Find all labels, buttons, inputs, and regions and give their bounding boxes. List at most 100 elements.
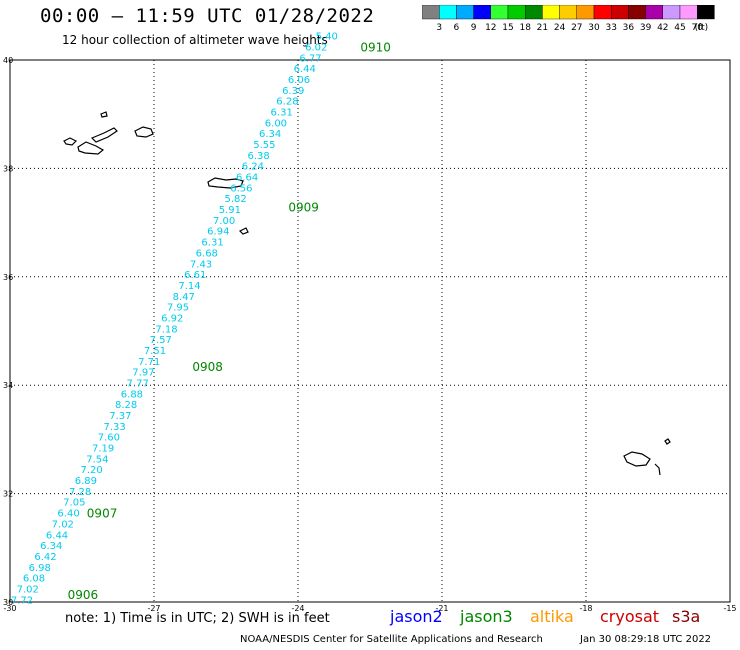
swh-value: 7.57 xyxy=(150,335,172,346)
colorbar-label: 24 xyxy=(554,23,566,33)
swh-value: 7.00 xyxy=(213,216,235,227)
swh-value: 6.77 xyxy=(299,53,321,64)
satellite-name: s3a xyxy=(672,607,701,626)
swh-value: 5.40 xyxy=(316,32,338,43)
swh-value: 7.71 xyxy=(138,357,160,368)
y-tick-label: 40 xyxy=(3,56,13,65)
colorbar-label: 70 xyxy=(691,23,703,33)
map-frame xyxy=(9,59,731,603)
colorbar-label: 3 xyxy=(436,23,442,33)
swh-value: 6.39 xyxy=(282,86,304,97)
colorbar-label: 6 xyxy=(454,23,460,33)
color-legend: 3 6 9 12 15 18 21 24 27 30 33 36 39 42 45 70(ft) xyxy=(422,5,715,33)
swh-value: 7.28 xyxy=(69,487,91,498)
island-outline xyxy=(664,438,671,445)
colorbar-swatch xyxy=(697,5,715,20)
swh-value: 7.02 xyxy=(52,519,74,530)
swh-value: 7.72 xyxy=(11,595,33,606)
y-tick-label: 32 xyxy=(3,490,13,499)
x-tick-label: -27 xyxy=(147,604,160,613)
swh-value: 5.82 xyxy=(224,194,246,205)
swh-value: 7.33 xyxy=(104,422,126,433)
x-tick-label: -24 xyxy=(291,604,304,613)
y-tick-label: 36 xyxy=(3,273,13,282)
swh-value: 6.31 xyxy=(201,238,223,249)
swh-value: 7.43 xyxy=(190,259,212,270)
swh-value: 7.95 xyxy=(167,303,189,314)
swh-value: 7.02 xyxy=(17,584,39,595)
swh-value: 6.61 xyxy=(184,270,206,281)
island-outline xyxy=(654,463,661,476)
colorbar-label: 21 xyxy=(537,23,548,33)
swh-value: 5.55 xyxy=(253,140,275,151)
island-outline xyxy=(90,127,118,143)
footnote: note: 1) Time is in UTC; 2) SWH is in fe… xyxy=(65,611,330,626)
y-tick-label: 38 xyxy=(3,164,13,173)
swh-value: 6.44 xyxy=(46,530,68,541)
swh-value: 6.42 xyxy=(34,552,56,563)
island-outline xyxy=(100,111,108,118)
x-tick-label: -30 xyxy=(3,604,16,613)
swh-value: 7.51 xyxy=(144,346,166,357)
generation-time: Jan 30 08:29:18 UTC 2022 xyxy=(580,634,712,645)
swh-value: 7.05 xyxy=(63,498,85,509)
colorbar-label: 39 xyxy=(640,23,652,33)
colorbar-label: 45 xyxy=(674,23,685,33)
swh-value: 6.00 xyxy=(265,118,287,129)
swh-value: 6.31 xyxy=(271,107,293,118)
colorbar-label: 18 xyxy=(519,23,531,33)
island-outline xyxy=(134,126,154,138)
swh-value: 6.56 xyxy=(230,183,252,194)
swh-value: 6.08 xyxy=(23,574,45,585)
island-outline xyxy=(623,451,651,467)
swh-value: 7.19 xyxy=(92,444,114,455)
swh-value: 7.97 xyxy=(132,368,154,379)
swh-value: 6.44 xyxy=(294,64,316,75)
island-outline xyxy=(238,227,249,235)
swh-value: 7.54 xyxy=(86,454,108,465)
colorbar-label: 30 xyxy=(588,23,600,33)
colorbar-label: 27 xyxy=(571,23,582,33)
time-label: 0908 xyxy=(192,360,223,374)
colorbar-unit: (ft) xyxy=(695,23,709,33)
swh-value: 6.34 xyxy=(259,129,281,140)
satellite-name: altika xyxy=(530,607,574,626)
swh-value: 6.64 xyxy=(236,173,258,184)
swh-value: 8.47 xyxy=(173,292,195,303)
swh-value: 5.91 xyxy=(219,205,241,216)
map-title: 00:00 – 11:59 UTC 01/28/2022 xyxy=(40,5,375,27)
colorbar-label: 12 xyxy=(485,23,496,33)
swh-value: 7.37 xyxy=(109,411,131,422)
swh-value: 6.88 xyxy=(121,389,143,400)
colorbar-label: 33 xyxy=(605,23,616,33)
swh-value: 6.92 xyxy=(161,313,183,324)
swh-value: 8.28 xyxy=(115,400,137,411)
x-tick-label: -15 xyxy=(723,604,736,613)
colorbar-label: 42 xyxy=(657,23,668,33)
swh-value: 6.06 xyxy=(288,75,310,86)
swh-value: 6.68 xyxy=(196,248,218,259)
swh-value: 6.38 xyxy=(248,151,270,162)
map-subtitle: 12 hour collection of altimeter wave hei… xyxy=(62,33,328,47)
swh-value: 6.98 xyxy=(29,563,51,574)
colorbar-label: 15 xyxy=(502,23,513,33)
swh-value: 7.77 xyxy=(127,378,149,389)
colorbar-label: 36 xyxy=(623,23,635,33)
island-outline xyxy=(207,177,244,189)
time-label: 0909 xyxy=(288,200,319,214)
x-tick-label: -21 xyxy=(435,604,448,613)
time-label: 0907 xyxy=(87,507,118,521)
swh-value: 6.94 xyxy=(207,227,229,238)
satellite-name: cryosat xyxy=(600,607,660,626)
swh-value: 6.34 xyxy=(40,541,62,552)
swh-value: 6.24 xyxy=(242,162,264,173)
satellite-name: jason3 xyxy=(460,607,513,626)
colorbar-label: 9 xyxy=(471,23,477,33)
y-tick-label: 30 xyxy=(3,598,13,607)
swh-value: 6.02 xyxy=(305,42,327,53)
time-label: 0906 xyxy=(68,588,99,602)
credit-line: NOAA/NESDIS Center for Satellite Applica… xyxy=(240,634,543,645)
swh-value: 6.89 xyxy=(75,476,97,487)
island-outline xyxy=(77,141,105,155)
